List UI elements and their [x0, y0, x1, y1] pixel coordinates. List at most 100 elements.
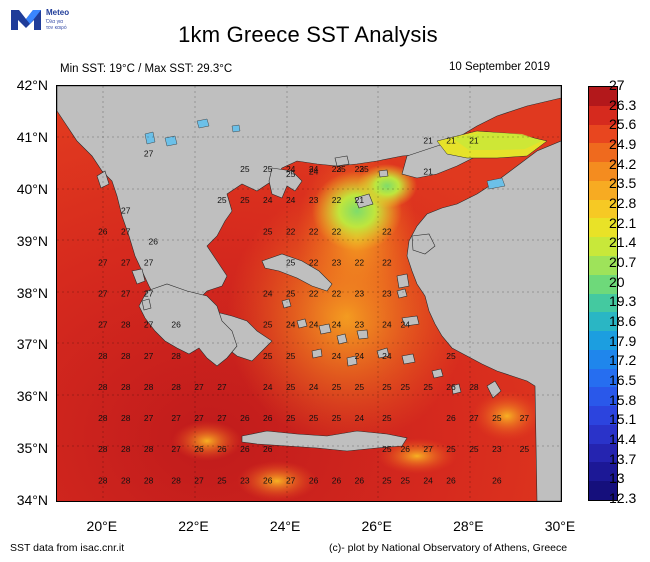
- sst-value-label: 24: [355, 413, 365, 423]
- kefalonia: [131, 268, 146, 285]
- peloponnese: [138, 283, 238, 367]
- corfu: [96, 170, 110, 189]
- colorbar-label: 25.6: [609, 116, 637, 133]
- sst-value-label: 27: [469, 413, 479, 423]
- island: [281, 298, 292, 309]
- colorbar-segment: [589, 424, 617, 445]
- lake: [144, 131, 156, 145]
- sst-value-label: 25: [217, 195, 227, 205]
- sst-value-label: 28: [98, 444, 108, 454]
- samos: [401, 315, 420, 327]
- lake: [196, 118, 210, 129]
- sst-value-label: 27: [171, 413, 181, 423]
- colorbar-label: 21.4: [609, 234, 637, 251]
- sst-value-label: 25: [336, 164, 346, 174]
- sst-value-label: 28: [171, 475, 181, 485]
- sst-value-label: 26: [332, 475, 342, 485]
- cool-plume: [357, 164, 417, 208]
- sst-value-label: 24: [309, 382, 319, 392]
- sst-value-label: 27: [144, 257, 154, 267]
- sst-value-label: 23: [309, 195, 319, 205]
- lat-tick-label: 40°N: [16, 180, 48, 197]
- sst-value-label: 27: [98, 320, 108, 330]
- sst-map-canvas: 27 26 27 26 27 27 27 27 27 27 27 27 28 27 26 28 28 27 28 28…: [56, 85, 562, 502]
- sst-value-label: 25: [520, 444, 530, 454]
- sst-value-label: 24: [309, 320, 319, 330]
- warm-blob: [472, 391, 542, 441]
- sst-value-label: 25: [332, 413, 342, 423]
- colorbar-segment: [589, 124, 617, 144]
- colorbar-segment: [589, 481, 617, 501]
- sst-value-label: 27: [98, 289, 108, 299]
- colorbar-segment: [589, 255, 617, 276]
- sst-value-label: 26: [492, 475, 502, 485]
- sst-value-label: 24: [263, 289, 273, 299]
- colorbar-label: 23.5: [609, 175, 637, 192]
- lon-tick-label: 20°E: [86, 518, 118, 534]
- data-source: SST data from isac.cnr.it: [10, 542, 125, 554]
- sst-value-label: 28: [121, 320, 131, 330]
- sst-value-label: 25: [263, 164, 273, 174]
- sst-value-label: 28: [144, 382, 154, 392]
- sst-value-label: 24: [332, 351, 342, 361]
- sst-value-label: 25: [382, 382, 392, 392]
- sst-value-label: 25: [423, 382, 433, 392]
- sst-value-label: 27: [98, 257, 108, 267]
- sst-value-label: 26: [355, 475, 365, 485]
- colorbar-segment: [589, 105, 617, 126]
- sst-value-label: 26: [263, 413, 273, 423]
- island: [318, 323, 332, 335]
- colorbar-segment: [589, 387, 617, 407]
- sst-value-label: 22: [382, 257, 392, 267]
- colorbar-segment: [589, 462, 617, 482]
- lemnos: [354, 193, 374, 209]
- lake: [486, 177, 506, 190]
- sst-value-label: 25: [217, 475, 227, 485]
- sst-value-label: 21: [423, 167, 433, 177]
- sst-value-label: 26: [263, 444, 273, 454]
- sst-value-label: 26: [240, 444, 250, 454]
- island: [356, 329, 369, 340]
- sst-value-label: 27: [144, 413, 154, 423]
- colorbar-segment: [589, 274, 617, 294]
- colorbar-label: 17.2: [609, 352, 637, 369]
- sst-value-label: 27: [144, 289, 154, 299]
- colorbar-label: 16.5: [609, 372, 637, 388]
- sst-value-label: 28: [98, 351, 108, 361]
- sst-value-label: 24: [423, 475, 433, 485]
- sst-value-label: 27: [144, 320, 154, 330]
- colorbar-label: 26.3: [609, 96, 637, 113]
- sst-value-label: 23: [382, 289, 392, 299]
- sst-value-label: 25: [309, 413, 319, 423]
- sst-value-label: 26: [446, 382, 456, 392]
- sst-value-label: 25: [400, 382, 410, 392]
- sst-value-label: 27: [217, 382, 227, 392]
- chios: [396, 273, 410, 289]
- naxos: [336, 333, 348, 345]
- sst-value-label: 25: [469, 444, 479, 454]
- sst-value-label: 25: [382, 444, 392, 454]
- sst-value-label: 26: [446, 475, 456, 485]
- page-title: 1km Greece SST Analysis: [178, 22, 438, 47]
- sst-value-label: 25: [240, 164, 250, 174]
- land: [56, 85, 562, 502]
- sst-value-label: 25: [492, 413, 502, 423]
- sst-value-label: 27: [217, 413, 227, 423]
- colorbar-label: 27: [609, 77, 625, 93]
- sst-value-label: 25: [382, 413, 392, 423]
- colorbar-label: 17.9: [609, 332, 637, 349]
- sst-value-label: 27: [520, 413, 530, 423]
- colorbar-label: 20.7: [609, 254, 637, 270]
- lat-tick-label: 38°N: [16, 284, 48, 301]
- colorbar-label: 24.2: [609, 155, 637, 172]
- colorbar-label: 22.1: [609, 214, 637, 231]
- sst-value-label: 22: [332, 226, 342, 236]
- sst-value-label: 22: [332, 195, 342, 205]
- plot-credit: (c)- plot by National Observatory of Ath…: [329, 542, 568, 554]
- colorbar-label: 19.3: [609, 293, 637, 310]
- lat-tick-label: 39°N: [16, 232, 48, 249]
- anatolia: [406, 98, 562, 502]
- sst-value-label: 25: [240, 195, 250, 205]
- sst-value-label: 25: [286, 257, 296, 267]
- sst-value-label: 28: [144, 475, 154, 485]
